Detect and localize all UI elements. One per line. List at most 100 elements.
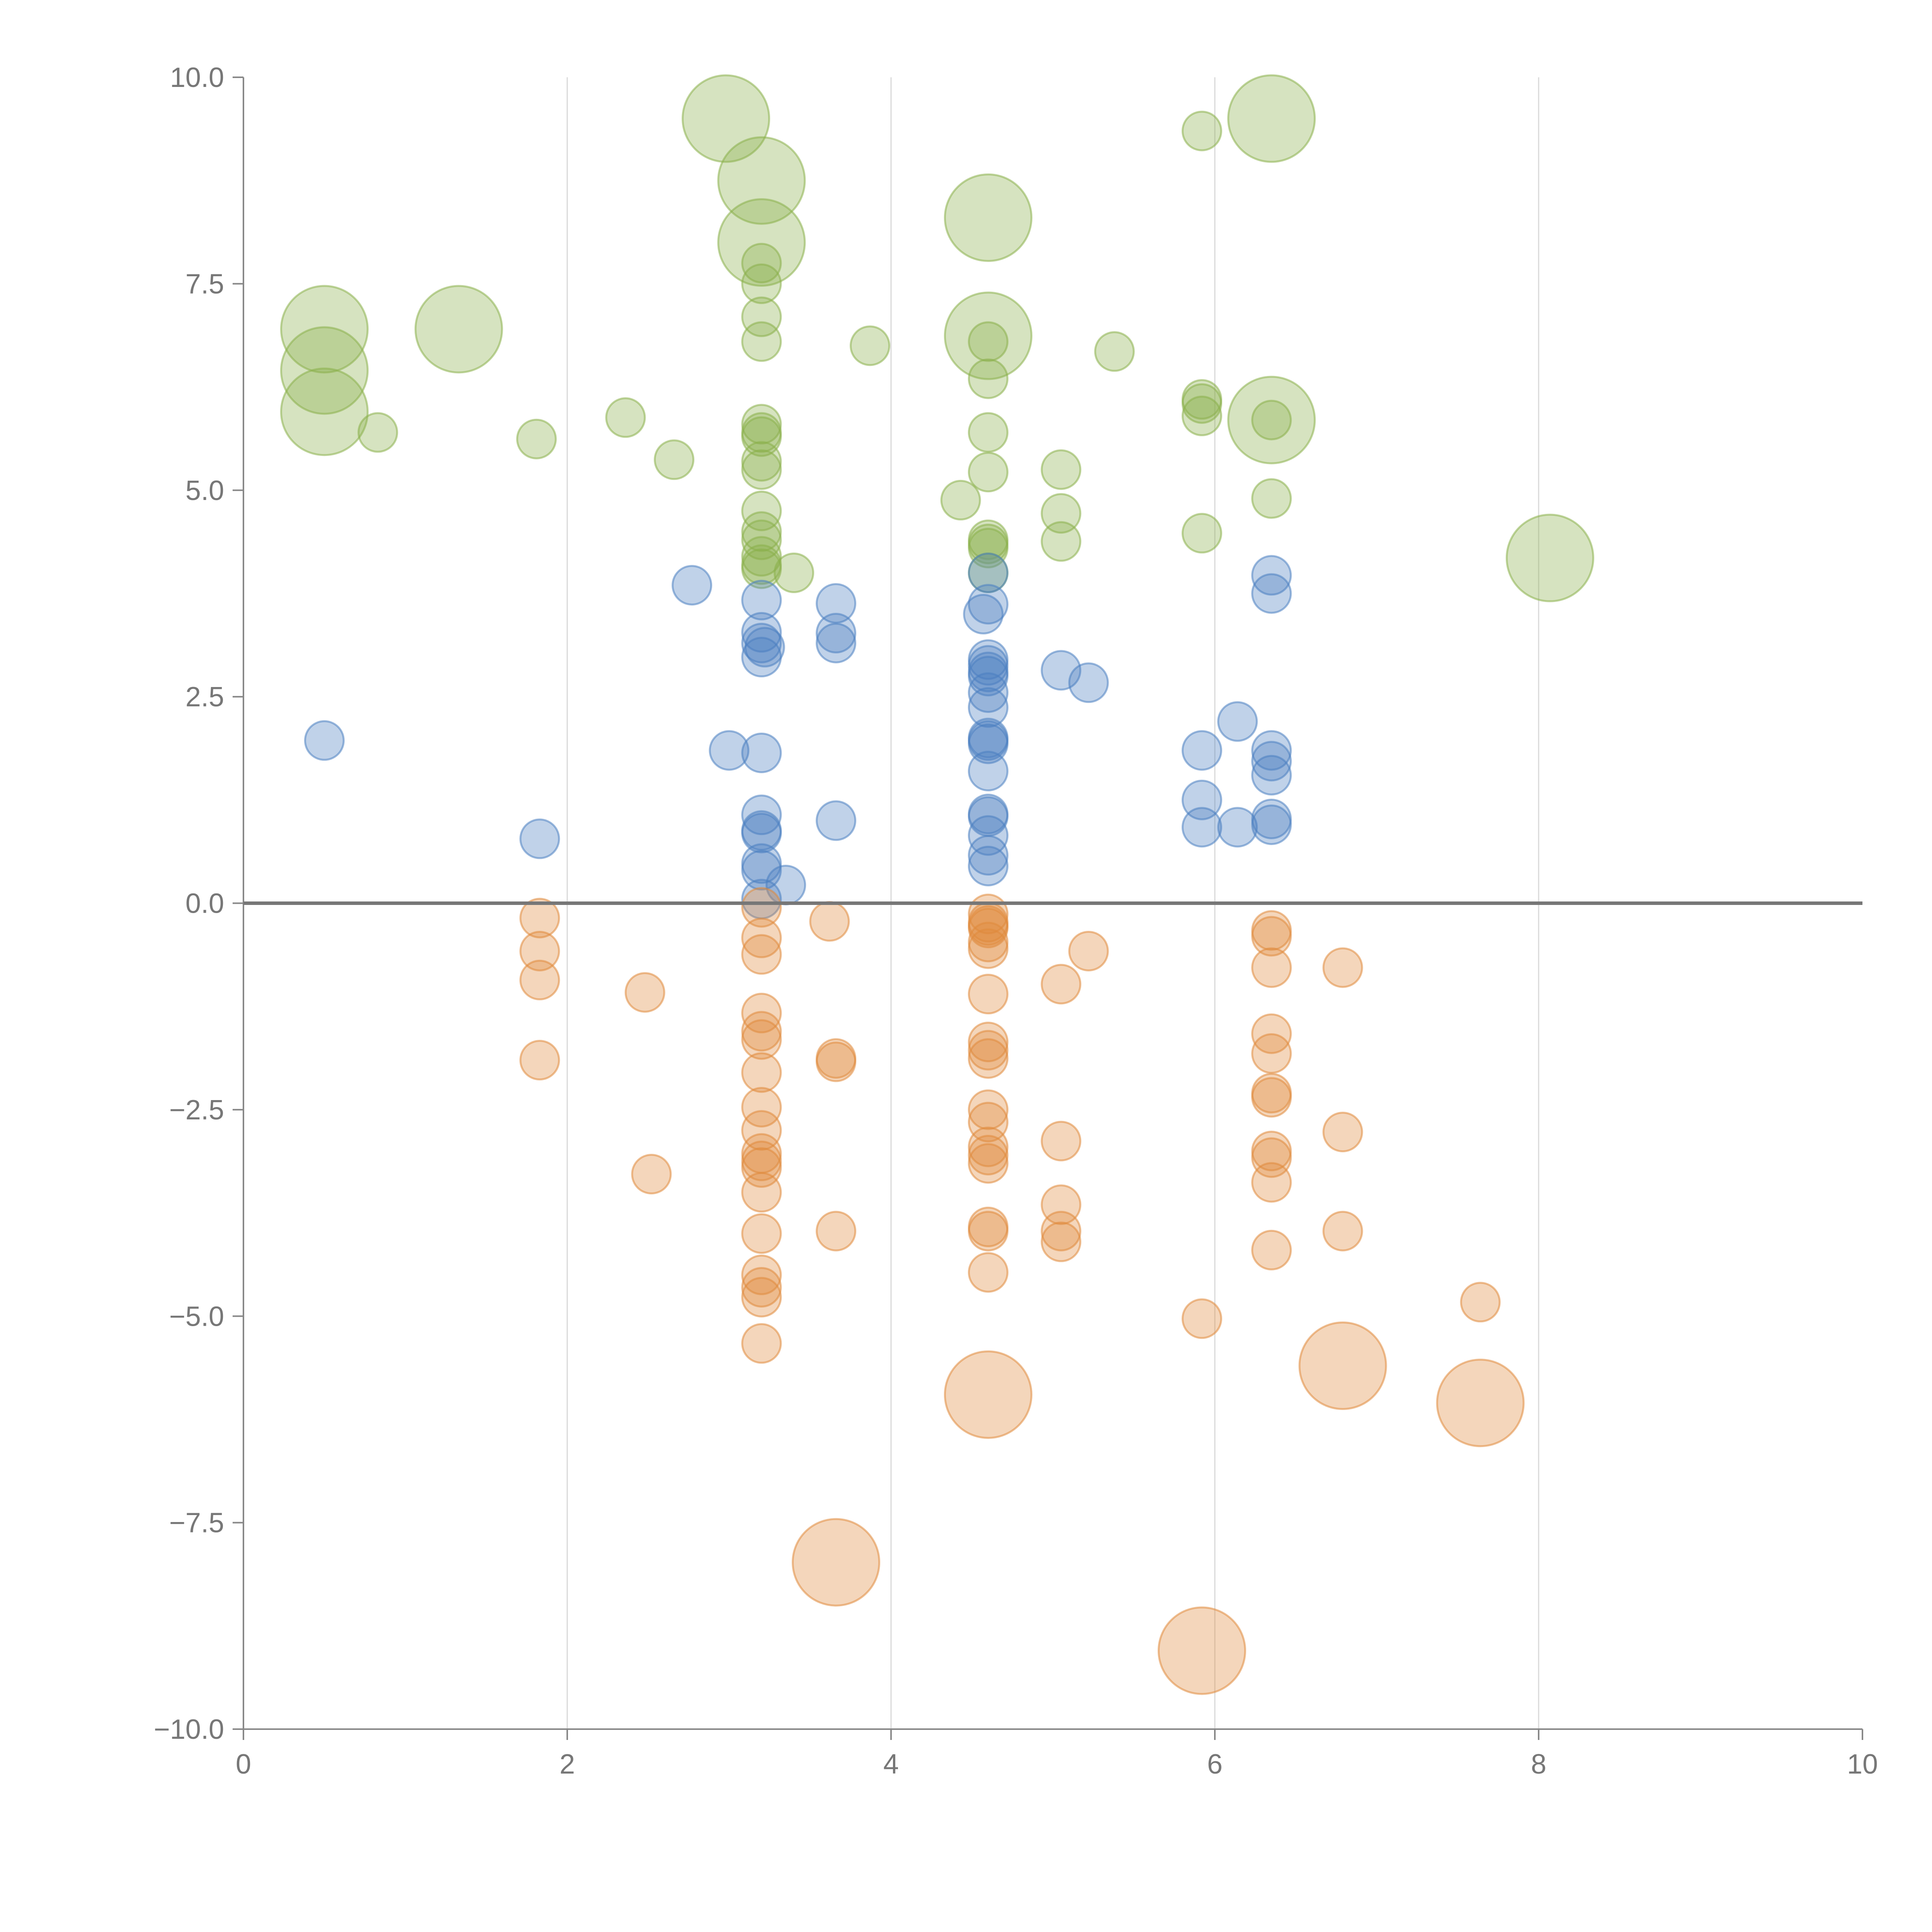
bubble-blue [968,835,1009,876]
bubble-orange-large [1157,1606,1246,1695]
bubble-green [741,490,782,531]
bubble-green [850,325,891,366]
bubble-orange [968,1089,1009,1130]
bubble-orange [519,898,560,939]
x-tick-label: 4 [883,1749,899,1780]
bubble-green [357,412,398,453]
bubble-green [968,321,1009,362]
y-tick-label: 0.0 [185,888,224,919]
y-tick-label: 2.5 [185,682,224,713]
bubble-blue [741,580,782,621]
bubble-green [741,536,782,577]
bubble-green [741,296,782,337]
bubble-blue [968,687,1009,728]
bubble-orange [1322,1112,1363,1153]
bubble-green [654,439,695,480]
bubble-orange [968,974,1009,1015]
bubble-green [1181,111,1222,151]
bubble-orange [519,930,560,971]
bubble-blue [1041,650,1082,691]
bubble-orange [741,1254,782,1295]
bubble-green [968,527,1009,568]
bubble-green-large [280,326,369,415]
bubble-orange [968,908,1009,949]
bubble-orange-large [1436,1359,1525,1447]
bubble-green [741,404,782,445]
bubble-blue [816,613,857,654]
bubble-blue [519,818,560,859]
bubble-green [741,548,782,589]
bubble-orange [968,1030,1009,1071]
bubble-blue [816,622,857,663]
bubble-orange [741,1110,782,1151]
bubble-blue [1181,807,1222,848]
bubble-green [940,480,981,520]
bubble-blue [1217,701,1258,742]
bubble-orange [968,1038,1009,1079]
bubble-blue [1251,555,1292,596]
bubble-orange-large [1298,1321,1387,1410]
y-tick-label: −5.0 [169,1301,224,1332]
x-tick-label: 6 [1207,1749,1223,1780]
bubble-blue [1251,804,1292,845]
bubble-orange [741,1213,782,1254]
bubble-green-large [1227,376,1316,464]
axis-layer: 10.0 7.5 5.0 2.5 0.0 −2.5 −5.0 −7.5 −10.0 0 2 4 6 8 10 [154,62,1878,1780]
bubble-orange [741,1019,782,1060]
bubble-green [1041,521,1082,562]
bubble-green-large [1227,74,1316,163]
bubble-green-large [414,285,503,374]
bubble-orange [809,901,850,942]
bubble-green [605,397,646,438]
bubble-orange [741,1172,782,1213]
x-tick-label: 10 [1847,1749,1878,1780]
bubble-orange [968,1102,1009,1143]
bubble-orange [1251,947,1292,988]
bubble-green [1251,478,1292,519]
bubble-orange [631,1154,672,1195]
bubble-green [741,321,782,362]
bubble-blue [968,845,1009,886]
bubble-blue [1251,741,1292,782]
y-tick-label: −7.5 [169,1508,224,1539]
bubble-green-large [280,367,369,456]
bubble-orange [741,1052,782,1093]
bubble-blue [1251,573,1292,614]
bubble-orange [1251,1033,1292,1074]
y-tick-label: 5.0 [185,475,224,506]
bubble-green [1094,331,1135,372]
bubble-orange [1251,916,1292,957]
bubble-blue [741,732,782,773]
bubble-orange [741,1011,782,1052]
bubble-blue [968,751,1009,791]
bubble-blue [709,730,750,771]
bubble-green [741,519,782,560]
bubble-orange [816,1041,857,1082]
bubble-green [1181,513,1222,554]
bubble-blue [816,583,857,624]
y-tick-label: −10.0 [154,1714,224,1745]
bubble-orange [968,1211,1009,1252]
x-tick-label: 2 [560,1749,575,1780]
bubble-orange [1251,1162,1292,1203]
bubble-green [968,452,1009,493]
bubble-blue [816,800,857,841]
bubble-orange [741,1087,782,1128]
y-tick-label: 10.0 [170,62,224,93]
bubble-orange [1041,964,1082,1005]
x-tick-label: 0 [236,1749,251,1780]
bubble-orange [1041,1221,1082,1262]
bubble-orange [741,887,782,928]
bubble-orange [1068,930,1109,971]
bubble-green [741,441,782,482]
bubble-blue [1217,807,1258,848]
bubble-blue [744,627,785,668]
bubble-blue [968,656,1009,697]
bubble-orange [968,1022,1009,1063]
bubble-orange [968,928,1009,969]
bubble-green [1041,493,1082,534]
bubble-green-large [717,136,806,225]
bubble-green-large [944,173,1032,262]
bubble-orange [1041,1211,1082,1252]
